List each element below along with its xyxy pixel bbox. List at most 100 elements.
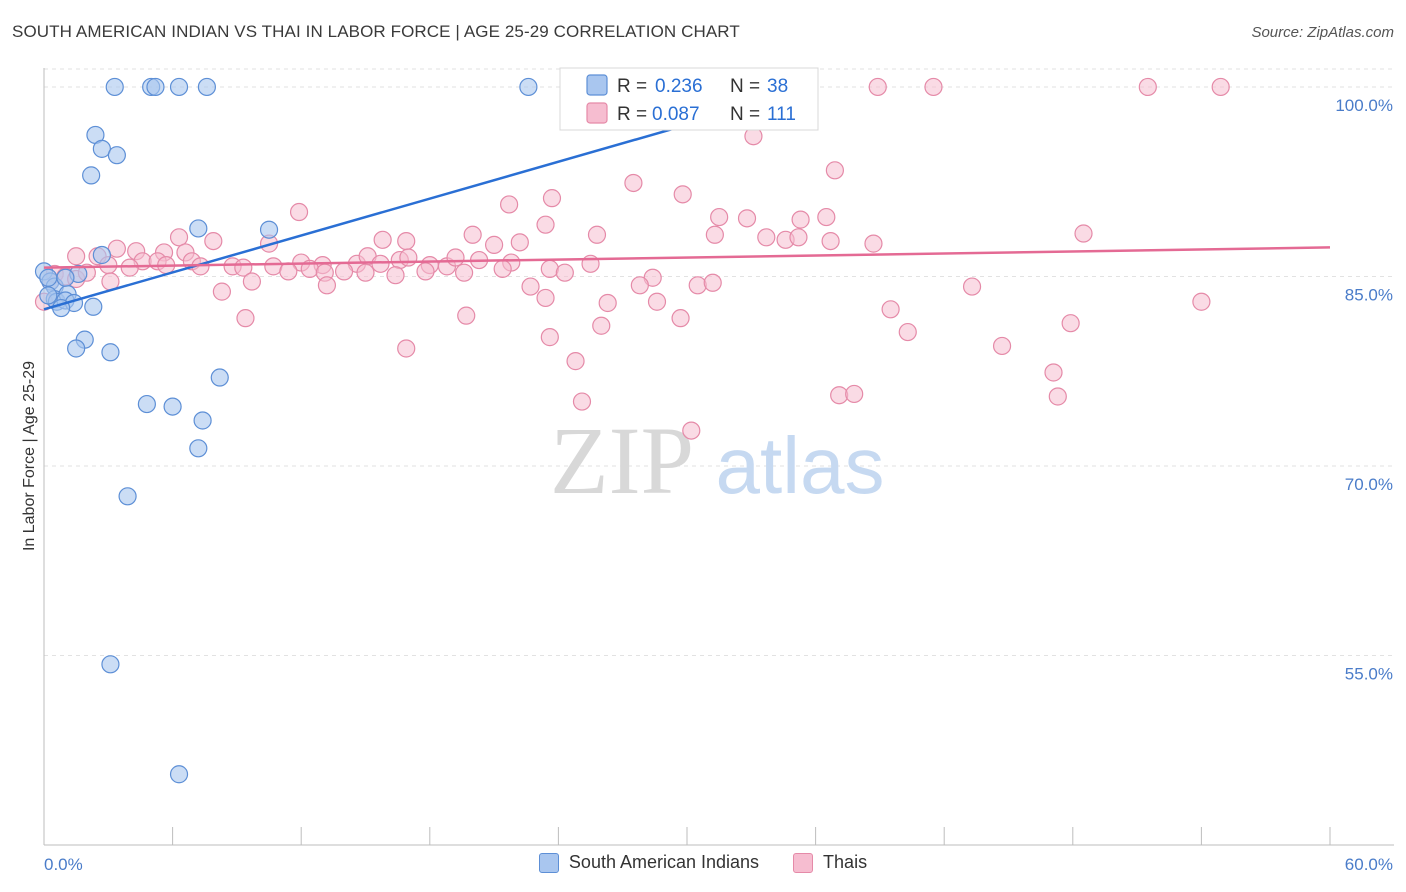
legend-label-south-american-indians: South American Indians bbox=[568, 852, 760, 872]
south-american-indians-point-2 bbox=[146, 77, 165, 97]
thais-point-29 bbox=[169, 228, 189, 247]
legend-pink-swatch bbox=[586, 102, 608, 124]
south-american-indians-point-37 bbox=[39, 286, 58, 305]
thais-point-68 bbox=[416, 262, 435, 281]
south-american-indians-point-28 bbox=[101, 343, 120, 362]
thais-point-32 bbox=[485, 235, 504, 254]
thais-point-56 bbox=[120, 258, 139, 277]
south-american-indians-point-33 bbox=[189, 439, 208, 458]
thais-point-4 bbox=[1138, 77, 1157, 97]
thais-point-98 bbox=[540, 328, 559, 347]
south-american-indians-point-31 bbox=[163, 397, 182, 416]
thais-point-5 bbox=[1211, 77, 1230, 97]
south-american-indians-point-4 bbox=[519, 77, 538, 97]
thais-point-86 bbox=[962, 277, 982, 296]
thais-point-70 bbox=[493, 259, 512, 278]
thais-point-30 bbox=[204, 231, 223, 251]
legend-pink-n-label: N = bbox=[730, 104, 760, 125]
south-american-indians-point-29 bbox=[210, 368, 229, 387]
thais-point-27 bbox=[864, 234, 883, 253]
thais-point-10 bbox=[542, 189, 562, 208]
axes bbox=[43, 68, 1394, 846]
south-american-indians-point-27 bbox=[67, 339, 86, 358]
legend-blue-swatch bbox=[586, 74, 608, 96]
thais-point-17 bbox=[536, 215, 555, 234]
south-american-indians-point-30 bbox=[137, 394, 156, 414]
thais-point-15 bbox=[791, 210, 810, 229]
thais-point-93 bbox=[236, 309, 255, 328]
south-american-indians-point-36 bbox=[169, 765, 189, 784]
thais-point-16 bbox=[817, 207, 836, 227]
thais-point-8 bbox=[624, 173, 643, 193]
y-tick-label-3: 55.0% bbox=[1345, 664, 1393, 683]
thais-point-108 bbox=[682, 421, 701, 440]
thais-point-101 bbox=[397, 339, 416, 358]
south-american-indians-point-34 bbox=[118, 487, 137, 506]
thais-trend-line bbox=[43, 246, 1331, 269]
south-american-indians-point-11 bbox=[259, 220, 279, 239]
thais-point-89 bbox=[598, 293, 617, 313]
thais-point-102 bbox=[566, 352, 585, 371]
source-label: Source: ZipAtlas.com bbox=[1251, 24, 1394, 41]
legend-swatch-pink bbox=[793, 852, 814, 873]
thais-point-12 bbox=[289, 202, 309, 222]
thais-point-2 bbox=[868, 77, 887, 97]
thais-point-22 bbox=[705, 225, 724, 244]
thais-point-84 bbox=[703, 273, 722, 292]
thais-point-65 bbox=[334, 262, 354, 281]
legend-item-thais[interactable]: Thais bbox=[793, 852, 867, 873]
legend-pink-r-label: R = bbox=[617, 104, 647, 125]
thais-point-19 bbox=[463, 225, 482, 244]
x-tick-label-max: 60.0% bbox=[1345, 855, 1393, 874]
y-axis-title: In Labor Force | Age 25-29 bbox=[21, 361, 38, 551]
thais-point-18 bbox=[587, 225, 607, 244]
thais-point-95 bbox=[592, 316, 611, 335]
thais-point-100 bbox=[992, 336, 1012, 356]
south-american-indians-point-10 bbox=[189, 219, 208, 238]
thais-point-85 bbox=[630, 276, 649, 295]
y-tick-label-0: 100.0% bbox=[1335, 96, 1393, 115]
south-american-indians-point-23 bbox=[84, 297, 103, 316]
watermark-zip: ZIP bbox=[550, 407, 694, 514]
thais-point-25 bbox=[789, 228, 808, 247]
thais-point-99 bbox=[898, 322, 917, 342]
thais-point-67 bbox=[386, 266, 405, 285]
y-tick-label-1: 85.0% bbox=[1345, 285, 1393, 304]
thais-point-96 bbox=[671, 309, 690, 328]
watermark: ZIP atlas bbox=[550, 407, 884, 514]
thais-point-80 bbox=[242, 272, 262, 291]
thais-point-23 bbox=[757, 228, 776, 247]
x-tick-label-min: 0.0% bbox=[44, 855, 83, 874]
south-american-indians-points bbox=[34, 77, 538, 784]
thais-point-94 bbox=[457, 306, 476, 325]
thais-point-81 bbox=[317, 276, 337, 295]
thais-point-7 bbox=[825, 161, 844, 180]
legend-blue-n-label: N = bbox=[730, 76, 760, 97]
south-american-indians-point-32 bbox=[193, 411, 212, 430]
thais-point-104 bbox=[830, 386, 849, 405]
legend-item-south-american-indians[interactable]: South American Indians bbox=[538, 852, 760, 873]
legend-bottom: South American Indians Thais bbox=[0, 852, 1406, 873]
thais-point-52 bbox=[446, 248, 465, 267]
thais-point-49 bbox=[399, 248, 418, 267]
south-american-indians-point-25 bbox=[56, 268, 75, 287]
legend-swatch-blue bbox=[538, 852, 559, 873]
south-american-indians-point-18 bbox=[39, 268, 58, 287]
south-american-indians-point-35 bbox=[101, 655, 120, 674]
thais-point-107 bbox=[572, 392, 592, 411]
thais-point-69 bbox=[454, 263, 474, 282]
watermark-atlas: atlas bbox=[716, 421, 885, 510]
thais-point-62 bbox=[279, 262, 298, 281]
thais-point-92 bbox=[1192, 292, 1211, 311]
thais-point-66 bbox=[356, 263, 375, 282]
thais-point-105 bbox=[845, 384, 864, 404]
south-american-indians-point-3 bbox=[197, 77, 216, 97]
legend-top: R = 0.236 N = 38 R = 0.087 N = 111 bbox=[559, 67, 819, 131]
thais-point-83 bbox=[688, 276, 707, 295]
thais-point-91 bbox=[881, 300, 900, 319]
thais-point-88 bbox=[536, 288, 555, 308]
thais-point-33 bbox=[510, 233, 529, 252]
thais-point-20 bbox=[373, 230, 392, 249]
south-american-indians-point-5 bbox=[169, 77, 189, 97]
